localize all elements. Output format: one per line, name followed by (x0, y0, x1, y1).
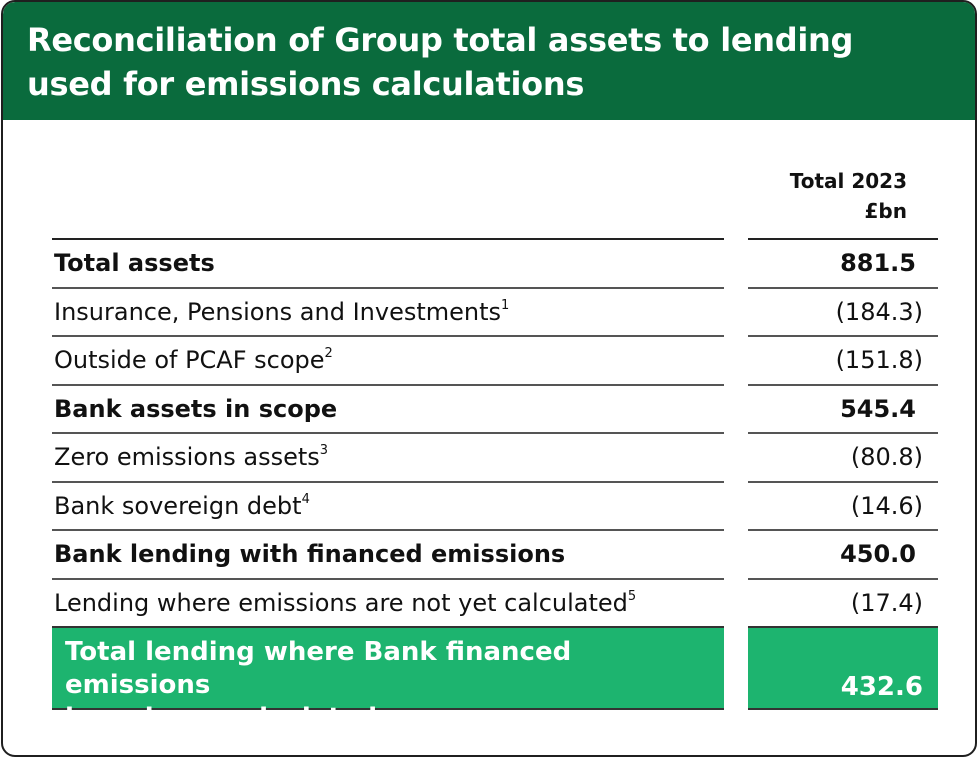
table-header: Reconciliation of Group total assets to … (3, 2, 975, 120)
row-value: 881.5 (748, 238, 938, 287)
row-value: (151.8) (748, 335, 938, 384)
column-header-unit: £bn (864, 199, 907, 223)
table-row: Bank sovereign debt4 (14.6) (52, 480, 938, 530)
row-label: Lending where emissions are not yet calc… (52, 577, 724, 627)
table-row: Total assets 881.5 (52, 238, 938, 287)
row-label: Bank lending with financed emissions (52, 529, 724, 578)
table-row: Lending where emissions are not yet calc… (52, 577, 938, 627)
table-row: Zero emissions assets3 (80.8) (52, 432, 938, 481)
table-row: Bank lending with financed emissions 450… (52, 529, 938, 578)
row-value: 545.4 (748, 383, 938, 433)
footnote-marker: 2 (324, 346, 333, 361)
total-value: 432.6 (748, 626, 938, 710)
row-label: Insurance, Pensions and Investments1 (52, 286, 724, 336)
table-row: Bank assets in scope 545.4 (52, 383, 938, 433)
footnote-marker: 5 (627, 588, 637, 604)
row-label: Zero emissions assets3 (52, 432, 724, 481)
column-header-year: Total 2023 (789, 169, 907, 193)
total-label-line2: have been calculated (65, 703, 378, 733)
footnote-marker: 1 (501, 297, 510, 313)
row-value: (17.4) (748, 577, 938, 627)
table-title: Reconciliation of Group total assets to … (27, 21, 854, 103)
row-value: (184.3) (748, 286, 938, 336)
row-label: Total assets (52, 238, 724, 287)
footnote-marker: 3 (319, 443, 329, 458)
table-row: Insurance, Pensions and Investments1 (18… (52, 286, 938, 336)
row-value: (80.8) (748, 432, 938, 481)
row-label: Bank assets in scope (52, 383, 724, 433)
column-header: Total 2023 £bn (790, 166, 907, 226)
row-label: Outside of PCAF scope2 (52, 335, 724, 384)
total-label-line1: Total lending where Bank financed emissi… (65, 637, 572, 700)
total-row: Total lending where Bank financed emissi… (52, 626, 938, 733)
footnote-marker: 4 (301, 491, 310, 507)
table-body: Total assets 881.5 Insurance, Pensions a… (52, 238, 938, 733)
total-label: Total lending where Bank financed emissi… (52, 626, 724, 733)
row-value: 450.0 (748, 529, 938, 578)
row-label: Bank sovereign debt4 (52, 480, 724, 530)
row-value: (14.6) (748, 480, 938, 530)
table-row: Outside of PCAF scope2 (151.8) (52, 335, 938, 384)
